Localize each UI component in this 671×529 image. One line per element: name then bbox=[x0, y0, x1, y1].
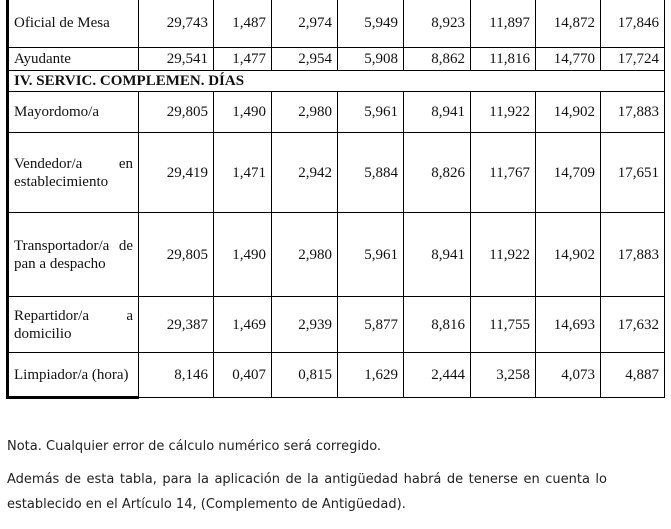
cell-value: 17,883 bbox=[600, 91, 665, 133]
cell-value: 29,387 bbox=[138, 296, 214, 353]
cell-value: 2,942 bbox=[271, 132, 338, 213]
cell-value: 5,908 bbox=[337, 47, 404, 71]
cell-value: 14,709 bbox=[535, 132, 601, 213]
cell-value: 17,883 bbox=[600, 212, 665, 297]
row-label: Oficial de Mesa bbox=[6, 0, 139, 48]
cell-value: 5,877 bbox=[337, 296, 404, 353]
cell-value: 29,805 bbox=[138, 91, 214, 133]
cell-value: 2,980 bbox=[271, 91, 338, 133]
cell-value: 17,651 bbox=[600, 132, 665, 213]
cell-value: 29,541 bbox=[138, 47, 214, 71]
cell-value: 29,805 bbox=[138, 212, 214, 297]
section-row: IV. SERVIC. COMPLEMEN. DÍAS bbox=[6, 70, 665, 92]
cell-value: 1,471 bbox=[213, 132, 272, 213]
table-row: Transportador/a de pan a despacho 29,805 1… bbox=[6, 212, 665, 297]
cell-value: 17,846 bbox=[600, 0, 665, 48]
cell-value: 17,724 bbox=[600, 47, 665, 71]
table-row: Oficial de Mesa 29,743 1,487 2,974 5,949 8,92… bbox=[6, 0, 665, 48]
cell-value: 5,961 bbox=[337, 91, 404, 133]
cell-value: 1,629 bbox=[337, 352, 404, 398]
cell-value: 14,872 bbox=[535, 0, 601, 48]
cell-value: 8,826 bbox=[403, 132, 471, 213]
cell-value: 11,816 bbox=[470, 47, 536, 71]
section-title: IV. SERVIC. COMPLEMEN. DÍAS bbox=[6, 70, 665, 92]
table-row: Vendedor/a en establecimiento 29,419 1,471… bbox=[6, 132, 665, 213]
cell-value: 1,487 bbox=[213, 0, 272, 48]
cell-value: 8,941 bbox=[403, 212, 471, 297]
cell-value: 2,444 bbox=[403, 352, 471, 398]
note-antiguedad-line1: Además de esta tabla, para la aplicación… bbox=[7, 472, 607, 487]
cell-value: 11,767 bbox=[470, 132, 536, 213]
cell-value: 2,974 bbox=[271, 0, 338, 48]
note-antiguedad-line2: establecido en el Artículo 14, (Compleme… bbox=[7, 497, 406, 512]
cell-value: 8,923 bbox=[403, 0, 471, 48]
row-label: Ayudante bbox=[6, 47, 139, 71]
cell-value: 14,902 bbox=[535, 91, 601, 133]
cell-value: 8,862 bbox=[403, 47, 471, 71]
cell-value: 5,884 bbox=[337, 132, 404, 213]
cell-value: 1,477 bbox=[213, 47, 272, 71]
cell-value: 5,949 bbox=[337, 0, 404, 48]
cell-value: 17,632 bbox=[600, 296, 665, 353]
cell-value: 29,419 bbox=[138, 132, 214, 213]
cell-value: 2,939 bbox=[271, 296, 338, 353]
cell-value: 14,902 bbox=[535, 212, 601, 297]
cell-value: 11,922 bbox=[470, 91, 536, 133]
cell-value: 3,258 bbox=[470, 352, 536, 398]
row-label: Transportador/a de pan a despacho bbox=[6, 212, 139, 297]
table-row: Ayudante 29,541 1,477 2,954 5,908 8,862 11,816… bbox=[6, 47, 665, 71]
table-row: Limpiador/a (hora) 8,146 0,407 0,815 1,629 2,… bbox=[6, 352, 665, 399]
note-calc-error: Nota. Cualquier error de cálculo numéric… bbox=[7, 439, 382, 454]
cell-value: 14,770 bbox=[535, 47, 601, 71]
cell-value: 8,816 bbox=[403, 296, 471, 353]
table-row: Repartidor/a a domicilio 29,387 1,469 2,939… bbox=[6, 296, 665, 353]
cell-value: 0,407 bbox=[213, 352, 272, 398]
cell-value: 11,755 bbox=[470, 296, 536, 353]
row-label: Vendedor/a en establecimiento bbox=[6, 132, 139, 213]
row-label: Limpiador/a (hora) bbox=[6, 352, 139, 399]
cell-value: 11,897 bbox=[470, 0, 536, 48]
cell-value: 8,146 bbox=[138, 352, 214, 398]
cell-value: 14,693 bbox=[535, 296, 601, 353]
cell-value: 1,490 bbox=[213, 212, 272, 297]
cell-value: 2,980 bbox=[271, 212, 338, 297]
cell-value: 2,954 bbox=[271, 47, 338, 71]
row-label: Repartidor/a a domicilio bbox=[6, 296, 139, 353]
cell-value: 1,469 bbox=[213, 296, 272, 353]
cell-value: 11,922 bbox=[470, 212, 536, 297]
cell-value: 0,815 bbox=[271, 352, 338, 398]
salary-table: Oficial de Mesa 29,743 1,487 2,974 5,949 8,92… bbox=[6, 0, 665, 399]
table-row: Mayordomo/a 29,805 1,490 2,980 5,961 8,941 11,… bbox=[6, 91, 665, 133]
cell-value: 1,490 bbox=[213, 91, 272, 133]
cell-value: 4,887 bbox=[600, 352, 665, 398]
cell-value: 8,941 bbox=[403, 91, 471, 133]
cell-value: 29,743 bbox=[138, 0, 214, 48]
cell-value: 4,073 bbox=[535, 352, 601, 398]
cell-value: 5,961 bbox=[337, 212, 404, 297]
row-label: Mayordomo/a bbox=[6, 91, 139, 133]
